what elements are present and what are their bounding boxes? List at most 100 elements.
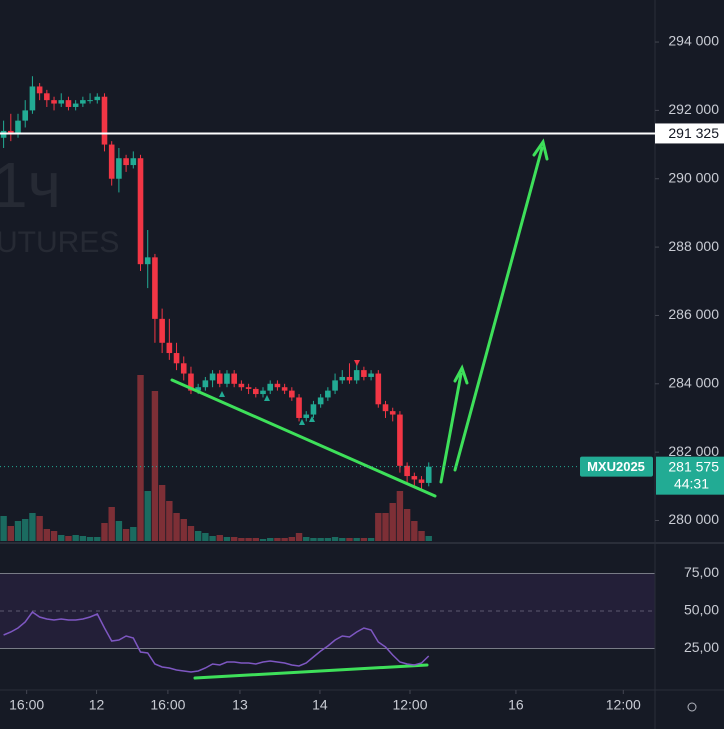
candle-body <box>281 387 288 391</box>
arrow-head <box>453 364 469 385</box>
signal-markers <box>219 360 360 425</box>
level-label: 291 325 <box>668 125 719 141</box>
candle-body <box>231 373 237 384</box>
rsi-trend-line <box>193 663 429 680</box>
candle-body <box>87 100 93 102</box>
volume-bar <box>310 538 317 541</box>
candle-body <box>260 390 266 395</box>
candle-body <box>397 414 403 466</box>
rsi-band-layer <box>0 573 655 649</box>
volume-bar <box>281 538 288 541</box>
volume-bar <box>303 537 310 541</box>
arrow <box>453 146 544 472</box>
candle-body <box>310 404 317 415</box>
candle-body <box>44 93 50 101</box>
volume-bar <box>216 535 223 541</box>
candle-body <box>317 397 324 405</box>
countdown-label: 44:31 <box>674 475 709 491</box>
candle-body <box>325 390 331 398</box>
candle-body <box>15 120 21 135</box>
candle-body <box>296 397 302 418</box>
volume-bar <box>65 536 72 541</box>
volume-bar <box>115 521 123 541</box>
x-tick-label: 12:00 <box>392 697 427 713</box>
volume-bar <box>245 538 252 541</box>
volume-bar <box>94 537 101 541</box>
candle-body <box>332 380 338 391</box>
volume-bar <box>375 513 382 541</box>
y-tick-label: 288 000 <box>668 238 719 254</box>
candle-body <box>72 103 79 107</box>
candle-body <box>173 353 180 364</box>
volume-bar <box>58 535 65 541</box>
candle-body <box>137 158 144 265</box>
candle-body <box>130 158 137 166</box>
rsi-tick-label: 75,00 <box>684 564 719 580</box>
signal-up <box>219 391 225 397</box>
candle-body <box>382 404 389 412</box>
x-tick-label: 14 <box>312 697 328 713</box>
watermark: 1ч <box>0 149 61 221</box>
candle-body <box>101 96 108 145</box>
volume-bar <box>72 535 79 541</box>
volume-bar <box>267 538 274 541</box>
candle-body <box>267 383 274 391</box>
volume-bar <box>43 529 51 541</box>
y-tick-label: 280 000 <box>668 511 719 527</box>
volume-bar <box>353 538 360 541</box>
volume-bar <box>137 375 144 541</box>
volume-bar <box>180 519 187 541</box>
volume-bar <box>22 519 29 541</box>
candle-body <box>209 373 216 381</box>
candle-body <box>245 387 252 389</box>
volume-bar <box>238 538 245 541</box>
volume-bar <box>339 538 346 541</box>
settings-icon[interactable] <box>687 702 697 712</box>
volume-bar <box>252 538 260 541</box>
candle-body <box>58 100 65 104</box>
volume-bar <box>14 521 22 541</box>
candle-body <box>368 373 374 377</box>
overlay-layer: 294 000 292 000 290 000 288 000 286 000 284 0… <box>0 33 724 713</box>
last-price-label: 281 575 <box>668 458 719 474</box>
volume-bar <box>130 527 137 541</box>
volume-bar <box>367 538 375 541</box>
candle-body <box>180 363 187 374</box>
x-tick-label: 16 <box>508 697 524 713</box>
candle-body <box>389 411 396 415</box>
trend-line <box>170 378 437 498</box>
volume-bar <box>194 531 202 541</box>
volume-bar <box>360 538 368 541</box>
candle-body <box>144 257 151 265</box>
candle-body <box>152 257 158 319</box>
volume-bar <box>324 538 332 541</box>
x-tick-label: 16:00 <box>9 697 44 713</box>
signal-up <box>309 416 315 422</box>
volume-bar <box>101 523 108 541</box>
volume-bar <box>187 526 195 541</box>
candle-body <box>346 376 353 381</box>
candle-body <box>425 466 432 483</box>
volume-bar <box>202 533 209 541</box>
volume-bar <box>425 536 432 541</box>
candle-body <box>159 318 165 343</box>
y-tick-label: 294 000 <box>668 33 719 49</box>
volume-bar <box>50 531 58 541</box>
x-tick-label: 16:00 <box>150 697 185 713</box>
volume-bar <box>223 537 231 541</box>
symbol-label: MXU2025 <box>587 459 645 474</box>
rsi-tick-label: 50,00 <box>684 602 719 618</box>
candle-body <box>65 100 72 107</box>
annotations <box>170 138 549 680</box>
candle-body <box>195 387 201 391</box>
volume-bar <box>403 509 411 541</box>
level-label-box <box>655 123 724 144</box>
volume-bar <box>317 538 324 541</box>
x-tick-label: 12 <box>89 697 105 713</box>
volume-bar <box>166 501 173 541</box>
last-price-box <box>656 456 724 495</box>
volume-bar <box>29 513 36 541</box>
volume-bar <box>173 513 180 541</box>
